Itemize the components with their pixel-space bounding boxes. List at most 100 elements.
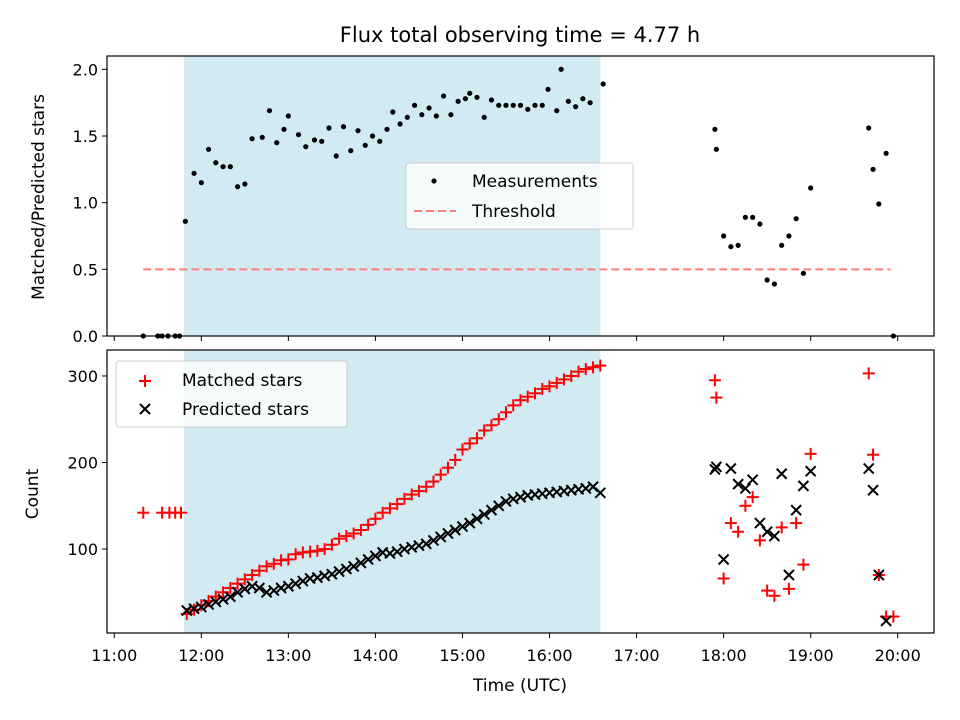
predicted-star-point: [804, 465, 817, 477]
predicted-star-point: [449, 524, 461, 536]
measurement-point: [348, 148, 354, 154]
measurement-point: [558, 66, 564, 72]
predicted-star-point: [710, 461, 723, 473]
matched-star-point: [470, 432, 483, 445]
measurement-point: [467, 90, 473, 96]
predicted-star-point: [333, 565, 345, 578]
predicted-star-point: [369, 550, 382, 562]
measurement-point: [259, 134, 265, 140]
predicted-star-point: [420, 538, 432, 550]
predicted-star-point: [783, 569, 795, 581]
count-plot-frame: [106, 349, 935, 634]
measurement-point: [384, 126, 390, 132]
predicted-star-point: [471, 513, 483, 525]
measurements-series: [140, 66, 896, 339]
matched-star-point: [867, 448, 880, 461]
measurement-point: [554, 108, 560, 114]
matched-star-point: [369, 512, 382, 525]
measurement-point: [808, 185, 814, 191]
matched-star-point: [325, 538, 338, 551]
count-panel: 100 200 300 11:00 12:00 13:00 14:00 15:00 16:00…: [23, 349, 935, 696]
predicted-star-point: [442, 527, 454, 540]
y-tick-label: 100: [67, 540, 98, 559]
predicted-star-point: [210, 596, 222, 608]
matched-star-point: [441, 461, 454, 474]
predicted-star-point: [347, 560, 360, 573]
measurement-point: [377, 138, 383, 144]
measurement-point: [397, 121, 403, 127]
matched-stars-series: [137, 359, 900, 623]
matched-star-point: [376, 506, 389, 519]
predicted-star-point: [797, 480, 810, 492]
matched-star-point: [579, 363, 592, 376]
ratio-y-axis-label: Matched/Predicted stars: [29, 94, 49, 300]
measurement-point: [488, 97, 495, 103]
matched-star-point: [804, 447, 817, 460]
matched-star-point: [550, 376, 563, 389]
measurement-point: [503, 102, 509, 108]
predicted-star-point: [239, 583, 251, 595]
measurement-point: [455, 98, 461, 104]
matched-star-point: [434, 468, 447, 481]
matched-star-point: [717, 572, 730, 585]
predicted-star-point: [873, 569, 885, 581]
measurement-point: [517, 102, 524, 108]
matched-star-point: [507, 399, 520, 412]
matched-star-point: [354, 524, 367, 537]
measurement-point: [539, 102, 545, 108]
predicted-star-point: [297, 575, 309, 587]
matched-star-point: [246, 569, 259, 582]
measurement-point: [295, 132, 302, 138]
predicted-star-point: [217, 593, 229, 605]
matched-star-point: [362, 518, 375, 531]
predicted-star-point: [282, 580, 295, 592]
ratio-legend-box: [405, 162, 634, 230]
x-tick-label: 17:00: [614, 646, 660, 665]
y-tick-label: 1.5: [73, 127, 98, 146]
matched-star-point: [558, 373, 571, 386]
matched-star-point: [782, 582, 795, 595]
y-tick-label: 200: [67, 454, 98, 473]
y-tick-label: 2.0: [73, 60, 98, 79]
measurement-point: [728, 244, 734, 250]
measurement-point: [462, 96, 468, 102]
measurement-point: [433, 113, 439, 119]
x-tick-label: 15:00: [439, 646, 485, 665]
matched-star-point: [427, 475, 440, 488]
x-tick-label: 20:00: [875, 646, 921, 665]
matched-star-point: [499, 406, 512, 419]
measurement-point: [319, 138, 325, 144]
x-tick-label: 19:00: [788, 646, 834, 665]
matched-star-point: [543, 380, 556, 393]
measurement-point: [419, 112, 425, 118]
matched-star-point: [536, 382, 549, 395]
matched-star-point: [514, 394, 527, 407]
measurement-point: [198, 180, 204, 186]
matched-star-point: [282, 553, 295, 566]
measurement-point: [786, 233, 792, 239]
measurement-point: [573, 104, 579, 110]
matched-star-point: [347, 527, 360, 540]
measurement-point: [355, 128, 361, 134]
predicted-star-point: [289, 577, 302, 590]
matched-star-point: [521, 390, 534, 403]
measurement-point: [362, 142, 368, 148]
x-tick-label: 18:00: [701, 646, 747, 665]
predicted-stars-series: [181, 461, 892, 627]
predicted-star-point: [775, 468, 788, 480]
x-tick-label: 14:00: [352, 646, 398, 665]
predicted-star-point: [464, 517, 476, 529]
matched-star-point: [594, 359, 607, 372]
predicted-star-point: [790, 504, 802, 516]
measurement-point: [274, 140, 280, 146]
count-y-axis: 100 200 300: [67, 367, 107, 559]
predicted-star-point: [340, 563, 353, 575]
matched-star-point: [797, 558, 810, 571]
predicted-star-point: [362, 553, 374, 566]
measurement-point: [713, 146, 719, 152]
matched-star-point: [761, 584, 774, 597]
legend-predicted-marker: [139, 403, 151, 415]
measurement-point: [390, 109, 396, 115]
measurement-point: [182, 218, 188, 224]
